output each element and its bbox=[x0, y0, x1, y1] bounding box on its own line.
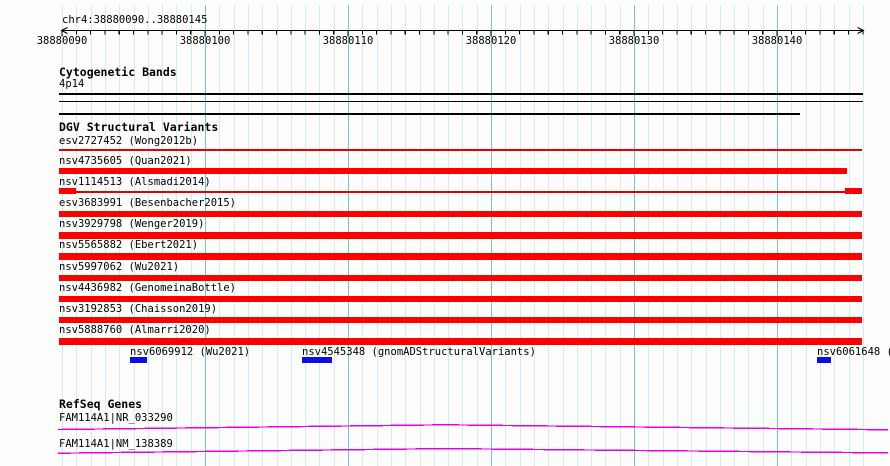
variant-bar-blue[interactable] bbox=[302, 357, 332, 363]
variant-label[interactable]: esv3683991 (Besenbacher2015) bbox=[59, 196, 237, 209]
variant-end-block-right[interactable] bbox=[845, 187, 862, 194]
variant-bar[interactable] bbox=[59, 210, 862, 217]
variant-label[interactable]: nsv5565882 (Ebert2021) bbox=[59, 239, 199, 251]
variant-end-block-left[interactable] bbox=[59, 187, 76, 194]
variant-bar[interactable] bbox=[59, 316, 862, 323]
ruler-svg bbox=[60, 27, 865, 37]
variant-label[interactable]: nsv1114513 (Alsmadi2014) bbox=[59, 176, 211, 188]
gridline-minor bbox=[862, 5, 864, 466]
section-separator-line bbox=[59, 113, 800, 115]
variant-bar[interactable] bbox=[59, 274, 862, 281]
ruler-tick-label: 38880130 bbox=[608, 35, 660, 47]
variant-line[interactable] bbox=[59, 190, 845, 193]
variant-bar-blue[interactable] bbox=[817, 357, 831, 363]
section-header-refseq-genes: RefSeq Genes bbox=[59, 397, 143, 411]
variant-label[interactable]: nsv5888760 (Almarri2020) bbox=[59, 323, 211, 336]
variant-bar[interactable] bbox=[59, 167, 847, 174]
variant-bar-blue[interactable] bbox=[130, 357, 147, 363]
ruler-tick-label: 38880120 bbox=[465, 35, 517, 47]
cytoband-label[interactable]: 4p14 bbox=[59, 78, 85, 90]
variant-line[interactable] bbox=[59, 148, 862, 151]
region-title: chr4:38880090..38880145 bbox=[62, 14, 208, 26]
cytoband-bottom-edge[interactable] bbox=[59, 100, 863, 103]
ruler-tick-label: 38880100 bbox=[179, 35, 231, 47]
variant-label[interactable]: esv2727452 (Wong2012b) bbox=[59, 135, 199, 147]
variant-label[interactable]: nsv4436982 (GenomeinaBottle) bbox=[59, 281, 237, 294]
section-header-cytogenetic-bands: Cytogenetic Bands bbox=[59, 65, 177, 79]
variant-label[interactable]: nsv6069912 (Wu2021) bbox=[130, 345, 251, 358]
ruler-tick-label: 38880110 bbox=[322, 35, 374, 47]
variant-bar[interactable] bbox=[59, 253, 862, 260]
ruler-tick-label: 38880140 bbox=[751, 35, 803, 47]
variant-bar[interactable] bbox=[59, 338, 862, 345]
ruler-right-arrow-icon bbox=[857, 27, 865, 34]
ruler-tick-label: 38880090 bbox=[36, 35, 88, 47]
variant-label[interactable]: nsv3929798 (Wenger2019) bbox=[59, 217, 205, 230]
cytoband-top-edge[interactable] bbox=[59, 93, 863, 95]
gene-label[interactable]: FAM114A1|NM_138389 bbox=[59, 438, 173, 450]
section-header-dgv-structural-variants: DGV Structural Variants bbox=[59, 120, 219, 134]
variant-label[interactable]: nsv3192853 (Chaisson2019) bbox=[59, 302, 218, 315]
variant-label[interactable]: nsv4735605 (Quan2021) bbox=[59, 155, 192, 167]
variant-bar[interactable] bbox=[59, 232, 862, 239]
variant-label[interactable]: nsv6061648 ( bbox=[817, 345, 890, 358]
gene-label[interactable]: FAM114A1|NR_033290 bbox=[59, 412, 173, 424]
variant-label[interactable]: nsv4545348 (gnomADStructuralVariants) bbox=[302, 345, 536, 358]
variant-label[interactable]: nsv5997062 (Wu2021) bbox=[59, 261, 180, 273]
variant-bar[interactable] bbox=[59, 295, 862, 302]
